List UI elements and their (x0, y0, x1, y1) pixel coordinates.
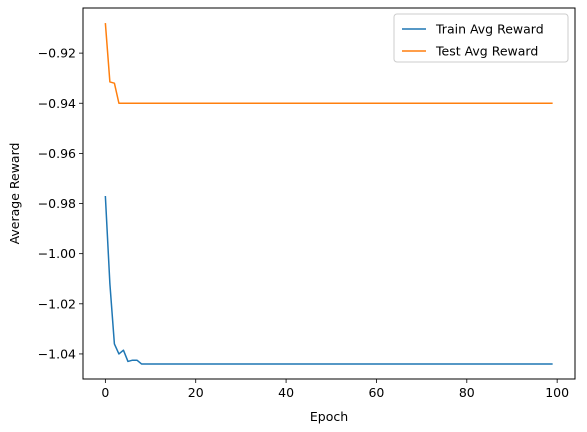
y-axis-ticks: −1.04 −1.02 −1.00 −0.98 −0.96 −0.94 −0.92 (38, 46, 83, 361)
legend: Train Avg Reward Test Avg Reward (393, 13, 569, 63)
x-tick-label: 100 (545, 385, 569, 400)
x-tick-label: 40 (278, 385, 294, 400)
y-tick-label: −0.92 (38, 46, 76, 61)
y-tick-label: −1.02 (38, 296, 76, 311)
y-tick-label: −0.98 (38, 196, 76, 211)
x-tick-label: 60 (368, 385, 384, 400)
legend-label-train: Train Avg Reward (435, 22, 544, 37)
x-tick-label: 0 (101, 385, 109, 400)
y-tick-label: −1.04 (38, 346, 76, 361)
x-tick-label: 20 (188, 385, 204, 400)
x-axis-title: Epoch (310, 409, 348, 424)
plot-content (104, 22, 553, 365)
x-axis-ticks: 0 20 40 60 80 100 (101, 379, 569, 400)
y-tick-label: −0.96 (38, 146, 76, 161)
y-axis-title: Average Reward (7, 143, 22, 245)
series-line-test (104, 22, 553, 105)
legend-box (393, 13, 569, 63)
legend-label-test: Test Avg Reward (435, 44, 538, 59)
series-line-train (104, 195, 553, 365)
y-tick-label: −0.94 (38, 96, 76, 111)
x-tick-label: 80 (459, 385, 475, 400)
y-tick-label: −1.00 (38, 246, 76, 261)
plot-frame (82, 7, 576, 380)
